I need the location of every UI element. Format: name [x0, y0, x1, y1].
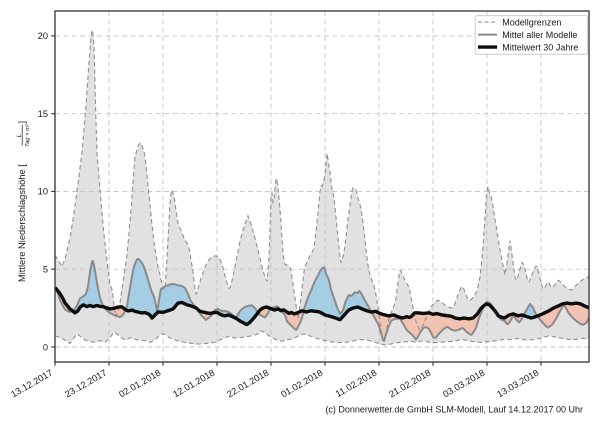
svg-text:10: 10 — [38, 187, 48, 197]
svg-text:Tag × m²: Tag × m² — [25, 123, 31, 147]
svg-text:(c) Donnerwetter.de GmbH SLM-M: (c) Donnerwetter.de GmbH SLM-Modell, Lau… — [325, 405, 583, 415]
svg-text:Modellgrenzen: Modellgrenzen — [502, 17, 561, 27]
svg-text:0: 0 — [43, 342, 48, 352]
svg-text:Mittelwert 30 Jahre: Mittelwert 30 Jahre — [502, 42, 578, 52]
svg-text:Mittlere Niederschlagshöhe [: Mittlere Niederschlagshöhe [ — [17, 164, 27, 282]
svg-text:15: 15 — [38, 109, 48, 119]
svg-text:Mittel aller Modelle: Mittel aller Modelle — [502, 30, 577, 40]
svg-text:20: 20 — [38, 31, 48, 41]
svg-text:L: L — [16, 133, 23, 137]
svg-text:5: 5 — [43, 265, 48, 275]
svg-text:]: ] — [17, 121, 27, 124]
